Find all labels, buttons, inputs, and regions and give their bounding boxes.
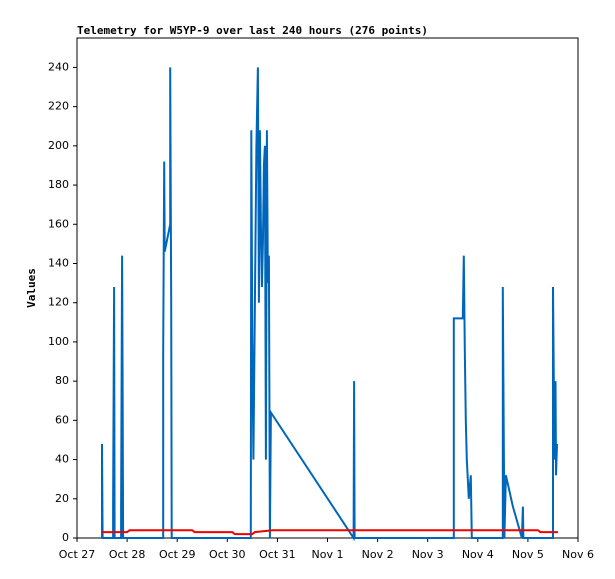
series-line	[102, 529, 558, 536]
x-tick-label: Oct 28	[109, 548, 146, 561]
y-tick-label: 120	[48, 296, 69, 309]
y-tick-label: 160	[48, 217, 69, 230]
y-tick-label: 0	[62, 531, 69, 544]
x-tick-label: Oct 30	[209, 548, 246, 561]
y-axis-label: Values	[25, 268, 38, 308]
x-tick-label: Nov 5	[512, 548, 544, 561]
y-tick-label: 40	[55, 453, 69, 466]
chart-title: Telemetry for W5YP-9 over last 240 hours…	[77, 24, 428, 37]
x-tick-label: Nov 3	[412, 548, 444, 561]
y-tick-label: 60	[55, 413, 69, 426]
x-tick-label: Nov 6	[562, 548, 594, 561]
y-tick-label: 200	[48, 139, 69, 152]
y-tick-label: 240	[48, 60, 69, 73]
series-line	[101, 67, 558, 542]
x-tick-label: Oct 31	[259, 548, 296, 561]
x-tick-label: Nov 2	[362, 548, 394, 561]
y-tick-label: 80	[55, 374, 69, 387]
y-tick-label: 220	[48, 100, 69, 113]
x-tick-label: Oct 29	[159, 548, 196, 561]
x-tick-label: Oct 27	[59, 548, 96, 561]
y-tick-label: 100	[48, 335, 69, 348]
x-tick-label: Nov 1	[312, 548, 344, 561]
x-tick-label: Nov 4	[462, 548, 494, 561]
y-tick-label: 180	[48, 178, 69, 191]
y-tick-label: 20	[55, 492, 69, 505]
y-tick-label: 140	[48, 256, 69, 269]
